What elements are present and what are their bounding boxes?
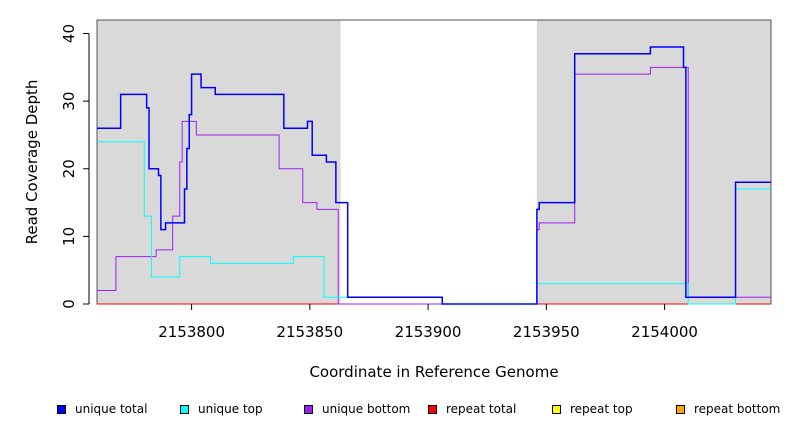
x-tick-label: 2154000: [631, 323, 698, 341]
legend-item-repeat-total: repeat total: [428, 400, 516, 418]
legend-swatch: [180, 404, 189, 414]
legend-item-repeat-bottom: repeat bottom: [676, 400, 780, 418]
legend: unique total unique top unique bottom repea…: [0, 400, 792, 420]
legend-label: repeat bottom: [694, 402, 781, 416]
y-tick-label: 20: [60, 159, 78, 178]
legend-swatch: [676, 404, 685, 414]
y-tick-label: 30: [60, 92, 78, 111]
legend-item-repeat-top: repeat top: [552, 400, 633, 418]
legend-swatch: [304, 404, 313, 414]
shaded-regions: [97, 20, 771, 304]
axes: 0 10 20 30 40 2153800 2153850 2153900 2153950 215…: [60, 24, 698, 341]
x-tick-label: 2153950: [513, 323, 580, 341]
coverage-chart: 0 10 20 30 40 2153800 2153850 2153900 2153950 215…: [23, 19, 772, 381]
legend-label: unique total: [75, 402, 148, 416]
y-axis-title: Read Coverage Depth: [23, 80, 41, 245]
y-tick-label: 10: [60, 227, 78, 246]
legend-item-unique-bottom: unique bottom: [304, 400, 410, 418]
legend-item-unique-total: unique total: [57, 400, 147, 418]
series-lines: [97, 46, 771, 305]
legend-swatch: [428, 404, 437, 414]
legend-swatch: [552, 404, 561, 414]
legend-item-unique-top: unique top: [180, 400, 263, 418]
legend-label: unique bottom: [322, 402, 411, 416]
shaded-region: [97, 20, 341, 304]
y-tick-label: 40: [60, 24, 78, 43]
y-tick-label: 0: [60, 299, 78, 309]
series-line-unique-top: [97, 141, 771, 305]
legend-label: repeat top: [570, 402, 633, 416]
x-axis-title: Coordinate in Reference Genome: [309, 363, 558, 381]
series-line-unique-total: [97, 46, 771, 305]
x-tick-label: 2153800: [158, 323, 225, 341]
legend-label: repeat total: [446, 402, 517, 416]
x-tick-label: 2153900: [395, 323, 462, 341]
legend-label: unique top: [198, 402, 263, 416]
x-tick-label: 2153850: [276, 323, 343, 341]
legend-swatch: [57, 404, 66, 414]
